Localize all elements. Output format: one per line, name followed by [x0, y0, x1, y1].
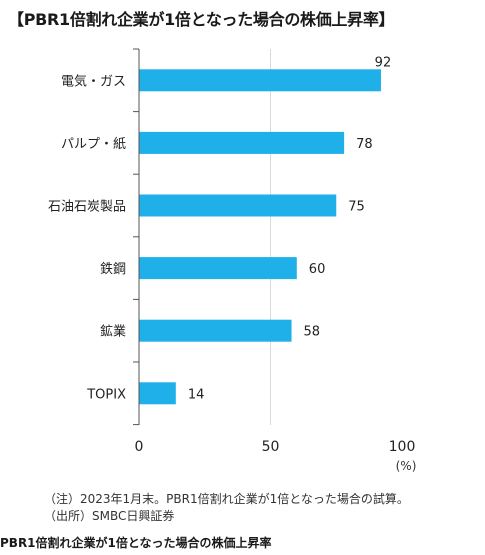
bar	[139, 69, 381, 92]
bar-chart: 電気・ガス 92 パルプ・紙 78 石油石炭製品 75 鉄鋼 60 鉱業 58 TOPIX 14 0 50…	[48, 48, 417, 473]
bar	[139, 257, 297, 280]
source-text: （出所）SMBC日興証券	[44, 509, 175, 523]
category-label: 電気・ガス	[61, 73, 126, 89]
bar	[139, 319, 292, 342]
value-label: 58	[304, 325, 321, 340]
value-label: 92	[375, 55, 392, 70]
x-tick-label: 50	[262, 439, 280, 455]
value-label: 75	[348, 200, 365, 215]
figure-caption: PBR1倍割れ企業が1倍となった場合の株価上昇率	[0, 536, 272, 550]
category-label: 石油石炭製品	[48, 200, 126, 215]
note-text: （注）2023年1月末。PBR1倍割れ企業が1倍となった場合の試算。	[44, 492, 409, 506]
value-label: 60	[309, 262, 326, 277]
bar	[139, 194, 337, 217]
x-unit-label: (%)	[396, 459, 417, 473]
bar	[139, 131, 345, 154]
category-label: パルプ・紙	[61, 137, 126, 152]
value-label: 14	[188, 387, 205, 402]
category-label: TOPIX	[86, 387, 126, 402]
category-label: 鉄鋼	[100, 262, 126, 277]
x-tick-label: 0	[135, 439, 144, 455]
chart-title: 【PBR1倍割れ企業が1倍となった場合の株価上昇率】	[8, 10, 395, 29]
bar	[139, 382, 176, 405]
value-label: 78	[356, 137, 373, 152]
x-tick-label: 100	[389, 439, 416, 455]
category-label: 鉱業	[100, 324, 126, 340]
